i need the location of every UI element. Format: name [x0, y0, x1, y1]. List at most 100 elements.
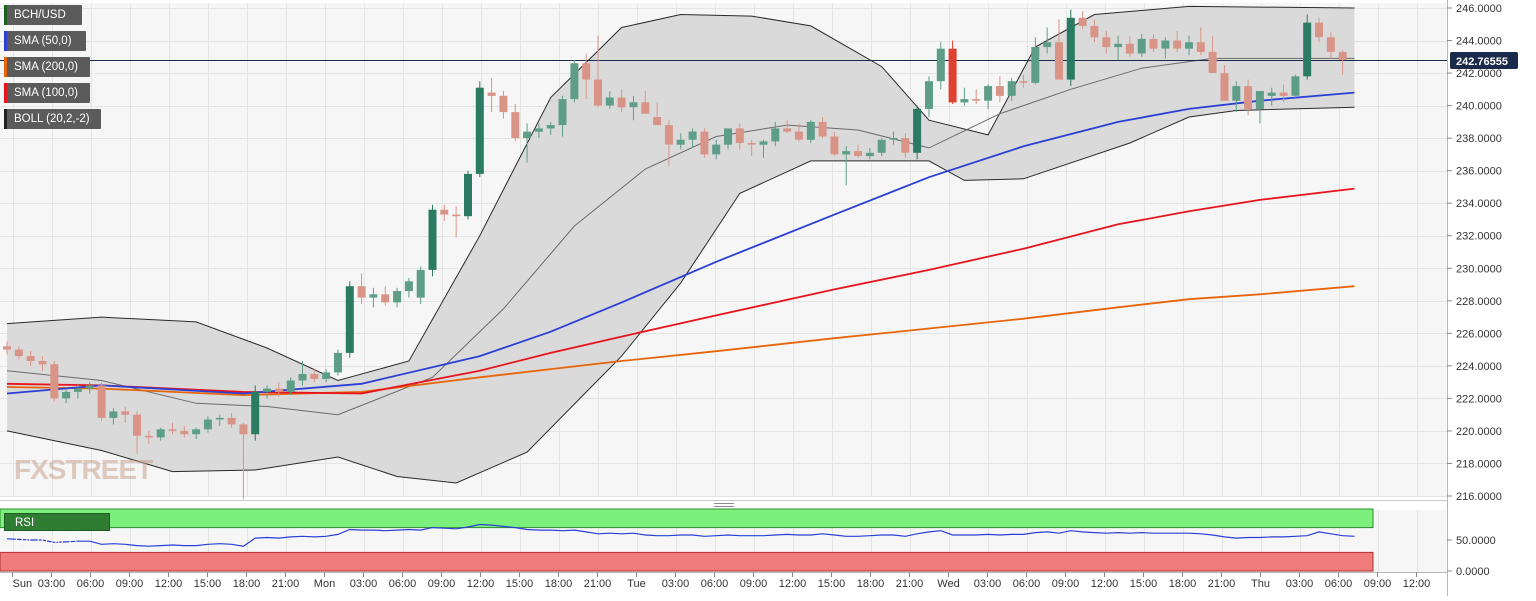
- candle[interactable]: [26, 351, 35, 366]
- candle[interactable]: [144, 430, 153, 444]
- candle[interactable]: [1291, 74, 1300, 100]
- legend-item[interactable]: BOLL (20,2,-2): [4, 109, 101, 129]
- candle[interactable]: [1255, 90, 1264, 124]
- candle[interactable]: [487, 77, 496, 113]
- candle[interactable]: [653, 102, 662, 126]
- candle[interactable]: [877, 138, 886, 157]
- candle[interactable]: [925, 76, 933, 117]
- candle[interactable]: [133, 411, 141, 454]
- candle[interactable]: [1102, 30, 1111, 54]
- candle[interactable]: [381, 286, 390, 306]
- candle[interactable]: [3, 341, 11, 355]
- candle[interactable]: [121, 406, 130, 423]
- candle[interactable]: [1137, 34, 1146, 57]
- candle[interactable]: [263, 385, 271, 399]
- candle[interactable]: [546, 121, 555, 135]
- candle[interactable]: [1161, 37, 1170, 59]
- candle[interactable]: [1031, 37, 1040, 85]
- candle[interactable]: [239, 422, 248, 500]
- candle[interactable]: [1279, 84, 1288, 103]
- candle[interactable]: [440, 204, 449, 222]
- candle[interactable]: [168, 422, 177, 435]
- candle[interactable]: [369, 287, 378, 308]
- rsi-legend[interactable]: RSI (14,70,30,1): [4, 513, 110, 547]
- rsi-resize-handle[interactable]: [714, 503, 734, 507]
- candle[interactable]: [416, 266, 425, 305]
- candle[interactable]: [227, 413, 236, 428]
- candle[interactable]: [617, 89, 626, 113]
- candle[interactable]: [700, 128, 709, 158]
- candle[interactable]: [428, 204, 437, 277]
- candle[interactable]: [794, 123, 803, 142]
- candle[interactable]: [475, 81, 484, 178]
- candle[interactable]: [180, 426, 189, 438]
- candle[interactable]: [357, 273, 366, 305]
- candle[interactable]: [1244, 79, 1253, 116]
- candle[interactable]: [203, 416, 212, 433]
- candle[interactable]: [1303, 14, 1312, 80]
- legend-item[interactable]: SMA (200,0): [4, 57, 90, 77]
- candle[interactable]: [499, 90, 508, 119]
- candle[interactable]: [960, 87, 969, 106]
- candle[interactable]: [1149, 34, 1158, 52]
- candle[interactable]: [712, 139, 721, 160]
- candle[interactable]: [1208, 35, 1217, 74]
- candle[interactable]: [747, 139, 756, 157]
- candle[interactable]: [523, 123, 532, 163]
- candle[interactable]: [1338, 50, 1347, 75]
- candle[interactable]: [73, 383, 82, 399]
- candle[interactable]: [85, 382, 94, 394]
- candle[interactable]: [1185, 35, 1193, 56]
- candle[interactable]: [1267, 87, 1276, 106]
- candle[interactable]: [605, 90, 614, 109]
- candle[interactable]: [1007, 77, 1016, 101]
- candle[interactable]: [286, 377, 295, 396]
- candle[interactable]: [889, 131, 898, 145]
- candle[interactable]: [1326, 32, 1335, 59]
- candle[interactable]: [1173, 30, 1182, 52]
- candle[interactable]: [818, 116, 827, 139]
- candle[interactable]: [913, 105, 922, 160]
- candle[interactable]: [865, 147, 874, 160]
- candle[interactable]: [594, 35, 602, 108]
- candle[interactable]: [1315, 17, 1323, 43]
- candle[interactable]: [14, 346, 23, 360]
- candle[interactable]: [724, 128, 732, 150]
- candle[interactable]: [936, 42, 945, 90]
- candle[interactable]: [452, 206, 461, 238]
- candle[interactable]: [582, 53, 591, 100]
- candle[interactable]: [972, 89, 981, 104]
- legend-item[interactable]: SMA (50,0): [4, 31, 86, 51]
- candle[interactable]: [274, 382, 283, 397]
- candle[interactable]: [50, 360, 59, 402]
- candle[interactable]: [393, 287, 402, 308]
- candle[interactable]: [676, 133, 685, 150]
- candle[interactable]: [759, 139, 768, 158]
- candle[interactable]: [1090, 19, 1099, 43]
- candle[interactable]: [641, 90, 650, 114]
- candle[interactable]: [558, 95, 567, 137]
- candle[interactable]: [948, 40, 957, 104]
- candle[interactable]: [62, 388, 71, 404]
- candle[interactable]: [901, 133, 910, 158]
- candle[interactable]: [1114, 35, 1123, 61]
- candle[interactable]: [1055, 19, 1063, 80]
- candle[interactable]: [310, 369, 319, 383]
- candle[interactable]: [345, 281, 354, 358]
- candle[interactable]: [1125, 35, 1134, 57]
- candle[interactable]: [1196, 27, 1205, 56]
- candle[interactable]: [806, 120, 815, 144]
- candle[interactable]: [995, 76, 1004, 103]
- candle[interactable]: [109, 408, 118, 425]
- candle[interactable]: [570, 60, 579, 103]
- candle[interactable]: [629, 95, 638, 121]
- candle[interactable]: [735, 123, 744, 150]
- candle[interactable]: [322, 369, 331, 383]
- candle[interactable]: [830, 131, 839, 157]
- candle[interactable]: [1220, 64, 1229, 101]
- candle[interactable]: [215, 414, 224, 427]
- candle[interactable]: [251, 385, 260, 441]
- legend-item[interactable]: SMA (100,0): [4, 83, 90, 103]
- candle[interactable]: [688, 128, 697, 148]
- candle[interactable]: [156, 427, 165, 441]
